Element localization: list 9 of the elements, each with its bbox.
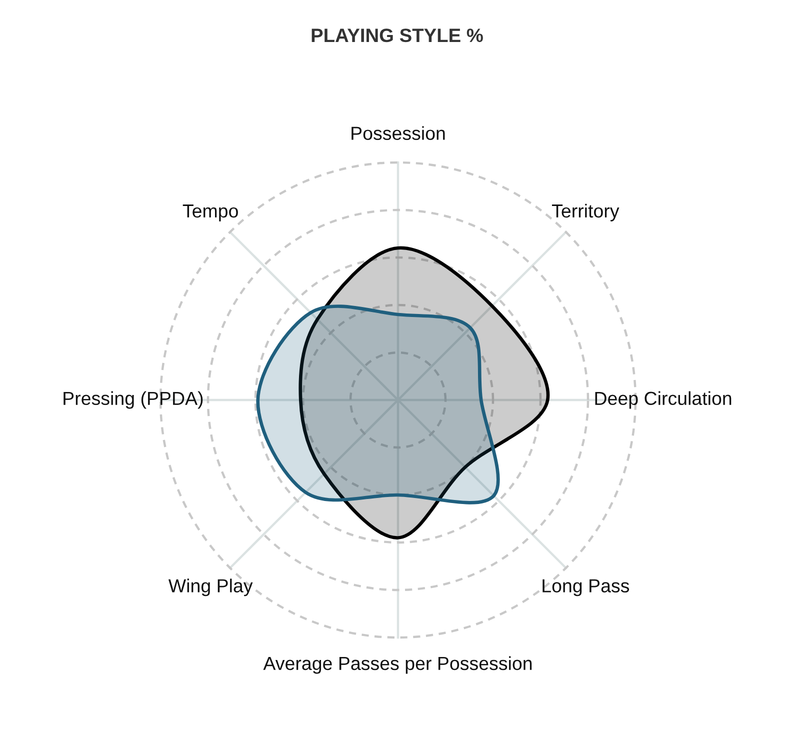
- spoke-label: Wing Play: [168, 578, 253, 596]
- spoke-label: Territory: [552, 204, 620, 222]
- spoke-label: Possession: [352, 126, 445, 140]
- spoke-label: Deep Circulation: [595, 391, 732, 409]
- spoke-label: Pressing (PPDA): [64, 391, 203, 409]
- spoke-label: Average Passes per Possession: [263, 656, 532, 674]
- spoke-label: Tempo: [182, 204, 238, 222]
- spoke-label: Long Pass: [542, 579, 630, 596]
- chart-title: PLAYING STYLE %: [312, 28, 483, 42]
